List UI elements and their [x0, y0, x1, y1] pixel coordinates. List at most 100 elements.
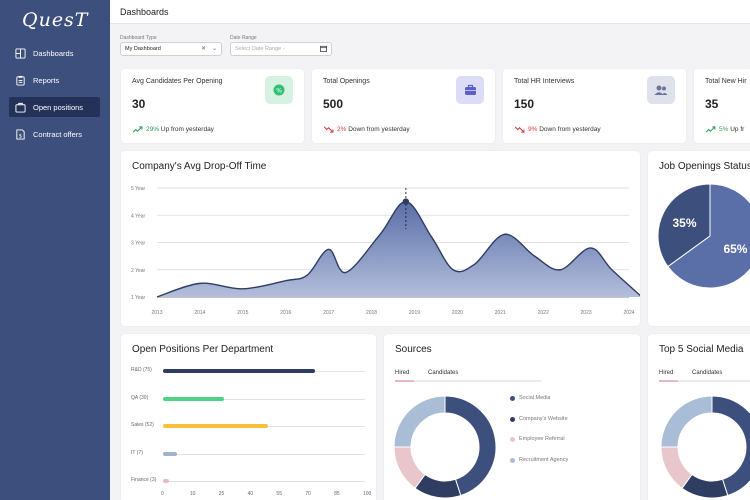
dept-bar	[163, 424, 269, 428]
sidebar-item-contract-offers[interactable]: $ Contract offers	[9, 124, 100, 144]
x-tick-label: 2020	[452, 310, 463, 316]
stat-card-hr-interviews: Total HR Interviews 150 9% Down from yes…	[503, 69, 686, 143]
y-tick-label: 4 Year	[131, 213, 146, 219]
app-logo: QuesT	[22, 9, 89, 31]
trend-up-icon	[705, 126, 716, 133]
y-tick-label: 5 Year	[131, 186, 146, 192]
stat-trend-pct: 9%	[528, 126, 538, 133]
stat-trend-pct: 29%	[146, 126, 160, 133]
x-tick-label: 85	[334, 491, 340, 497]
job-status-pie: 35% 65%	[657, 183, 750, 289]
y-tick-label: 2 Year	[131, 268, 146, 274]
briefcase-icon	[456, 76, 484, 104]
job-status-card: Job Openings Status 35% 65%	[648, 151, 750, 326]
trend-up-icon	[132, 126, 143, 133]
pie-slice	[667, 183, 750, 289]
dept-track	[163, 453, 365, 455]
sidebar: QuesT Dashboards Reports Open positions …	[0, 0, 110, 500]
legend-label: Company's Website	[519, 416, 568, 422]
clear-icon[interactable]: ✕	[201, 46, 207, 52]
x-tick-label: 70	[305, 491, 311, 497]
stat-card-avg-candidates: Avg Candidates Per Opening 30 % 29% Up f…	[121, 69, 304, 143]
svg-text:%: %	[276, 88, 282, 95]
legend-item: Employee Referral	[510, 436, 565, 442]
legend-label: Employee Referral	[519, 436, 565, 442]
x-tick-label: 2022	[538, 310, 549, 316]
legend-dot	[510, 457, 515, 463]
dept-label: Finance (3)	[131, 477, 157, 483]
dept-bar	[163, 369, 315, 373]
stat-label: Total HR Interviews	[514, 78, 575, 85]
stat-trend: 2% Down from yesterday	[323, 126, 410, 133]
dept-track	[163, 481, 365, 482]
trend-down-icon	[323, 126, 334, 133]
chart-title: Company's Avg Drop-Off Time	[132, 161, 267, 172]
stat-card-new-hires: Total New Hir 35 5% Up fr	[694, 69, 750, 143]
tab-candidates[interactable]: Candidates	[692, 370, 723, 376]
legend-dot	[510, 416, 515, 422]
x-tick-label: 2014	[194, 310, 205, 316]
x-tick-label: 0	[161, 491, 164, 497]
svg-text:$: $	[19, 133, 23, 139]
stat-trend-text: Up fr	[730, 126, 745, 133]
date-range-placeholder: Select Date Range -	[235, 46, 285, 52]
dept-label: QA (30)	[131, 394, 149, 401]
x-tick-label: 25	[218, 491, 225, 497]
legend-dot	[510, 395, 515, 401]
pie-label: 35%	[673, 216, 697, 230]
sidebar-item-label: Contract offers	[33, 129, 83, 139]
chevron-down-icon: ⌄	[212, 46, 218, 52]
clipboard-icon	[15, 75, 26, 86]
chart-title: Open Positions Per Department	[132, 344, 274, 355]
x-tick-label: 2015	[237, 310, 248, 316]
stat-value: 30	[132, 97, 146, 111]
highlight-point	[402, 198, 410, 205]
sidebar-item-reports[interactable]: Reports	[9, 70, 100, 90]
sidebar-item-label: Dashboards	[33, 48, 74, 58]
x-tick-label: 55	[276, 491, 282, 497]
briefcase-icon	[15, 102, 26, 113]
tab-underline	[659, 380, 750, 382]
chart-title: Sources	[395, 344, 432, 355]
stat-value: 500	[323, 97, 344, 111]
stat-label: Total Openings	[323, 78, 370, 85]
date-range-label: Date Range	[230, 35, 257, 41]
x-tick-label: 2017	[323, 310, 334, 316]
y-tick-label: 1 Year	[131, 295, 146, 301]
calendar-icon[interactable]	[320, 45, 327, 54]
stat-value: 35	[705, 97, 719, 111]
social-media-donut	[660, 395, 750, 499]
tab-candidates[interactable]: Candidates	[428, 370, 459, 376]
stat-card-total-openings: Total Openings 500 2% Down from yesterda…	[312, 69, 495, 143]
legend-item: Social Media	[510, 395, 551, 401]
stat-label: Total New Hir	[705, 78, 747, 85]
x-tick-label: 40	[247, 491, 254, 497]
legend-item: Company's Website	[510, 416, 568, 422]
top-header: Dashboards	[110, 0, 750, 24]
donut-segment	[660, 395, 713, 448]
stat-label: Avg Candidates Per Opening	[132, 78, 223, 85]
series-line	[156, 200, 640, 298]
dept-label: IT (7)	[131, 449, 143, 456]
stat-value: 150	[514, 97, 535, 111]
tab-hired[interactable]: Hired	[659, 370, 674, 376]
dropoff-chart: 5 Year 4 Year 3 Year 2 Year 1 Year 2013 2014 20…	[131, 186, 640, 316]
dashboard-icon	[15, 47, 26, 59]
date-range-input[interactable]: Select Date Range -	[230, 42, 332, 56]
dashboard-type-select[interactable]: My Dashboard ✕ ⌄	[120, 42, 222, 56]
sidebar-item-dashboards[interactable]: Dashboards	[9, 43, 100, 63]
sidebar-item-open-positions[interactable]: Open positions	[9, 97, 100, 117]
tab-hired[interactable]: Hired	[395, 370, 410, 376]
stat-trend: 9% Down from yesterday	[514, 126, 601, 133]
stat-trend: 5% Up fr	[705, 126, 744, 133]
x-tick-label: 100	[363, 491, 372, 497]
legend-dot	[510, 436, 515, 442]
dept-bar	[163, 479, 170, 483]
x-tick-label: 2018	[366, 310, 377, 316]
users-icon	[647, 76, 675, 104]
stat-trend: 29% Up from yesterday	[132, 126, 214, 133]
percent-icon: %	[265, 76, 293, 104]
area-fill	[157, 201, 640, 297]
social-media-card: Top 5 Social Media Hired Candidates	[648, 334, 750, 500]
sidebar-item-label: Open positions	[33, 102, 84, 112]
